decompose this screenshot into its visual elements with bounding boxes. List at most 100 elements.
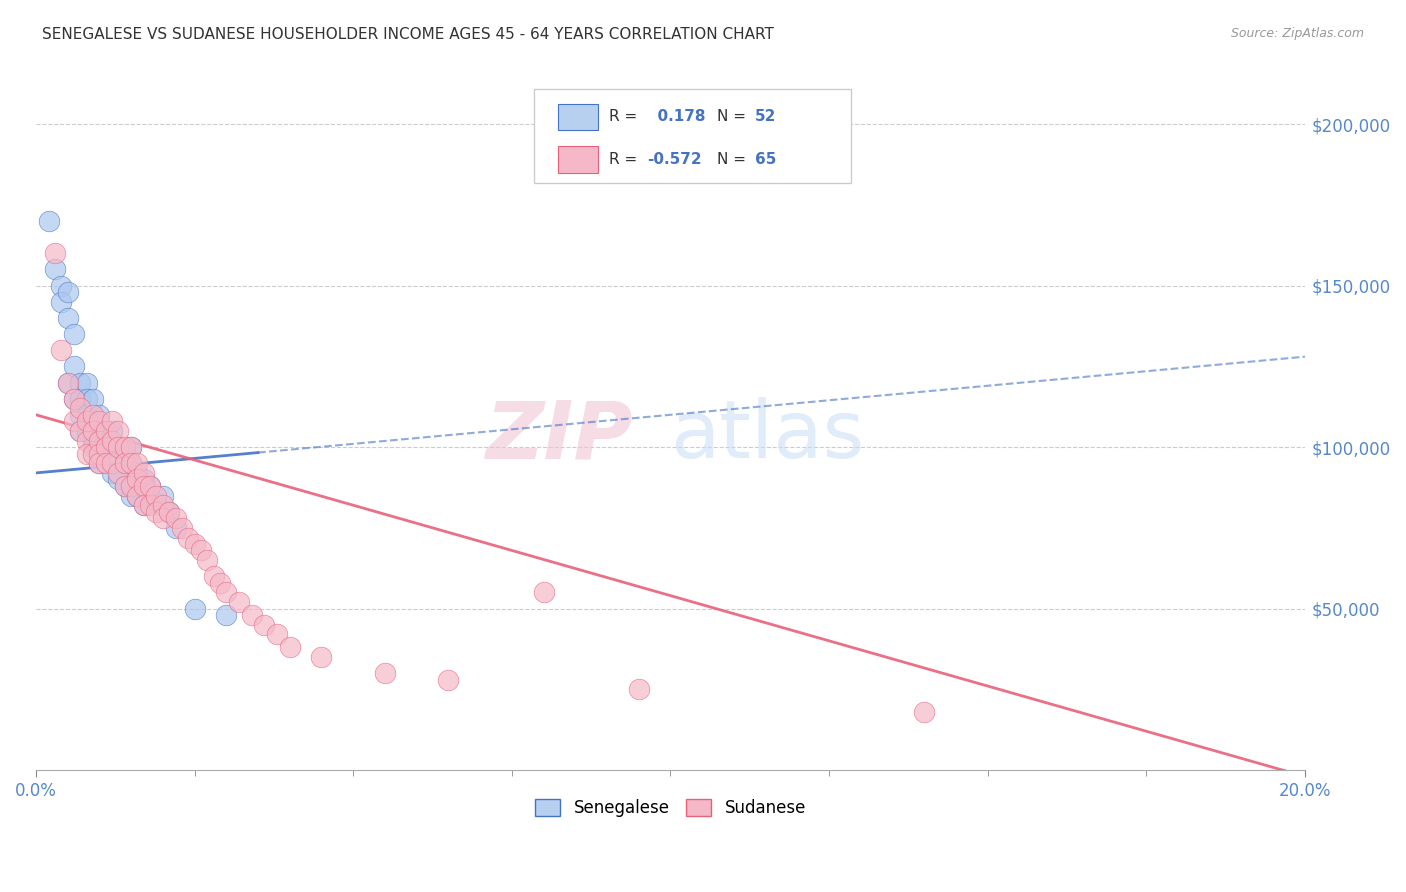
Point (101, 456, 124, 470)
Point (215, 585, 238, 599)
Point (374, 666, 396, 681)
Point (114, 479, 136, 493)
Point (215, 607, 238, 622)
Text: 65: 65 (755, 152, 776, 167)
Point (56, 376, 79, 390)
Point (82, 414, 104, 428)
Point (266, 627, 288, 641)
Point (253, 617, 276, 632)
Point (56, 376, 79, 390)
Point (82, 424, 104, 438)
Point (127, 466, 149, 480)
Point (89, 408, 111, 422)
Point (127, 489, 149, 503)
Point (56, 285, 79, 299)
Point (311, 650, 333, 665)
Text: N =: N = (717, 110, 747, 125)
Point (627, 682, 650, 697)
Point (89, 440, 111, 454)
Point (120, 440, 142, 454)
Point (94, 440, 117, 454)
Point (69, 392, 91, 406)
Point (94, 456, 117, 470)
Point (89, 446, 111, 460)
Point (76, 446, 98, 460)
Point (533, 585, 555, 599)
Point (69, 376, 91, 390)
Point (145, 495, 167, 509)
Point (82, 408, 104, 422)
Point (51, 294, 73, 309)
Text: Source: ZipAtlas.com: Source: ZipAtlas.com (1230, 27, 1364, 40)
Point (152, 489, 174, 503)
Point (195, 553, 218, 567)
Point (120, 479, 142, 493)
Point (114, 456, 136, 470)
Point (101, 440, 124, 454)
Point (89, 414, 111, 428)
Point (139, 479, 162, 493)
Point (51, 278, 73, 293)
Point (107, 472, 129, 486)
Point (69, 424, 91, 438)
Point (190, 543, 212, 558)
Point (114, 479, 136, 493)
Point (89, 456, 111, 470)
Point (82, 440, 104, 454)
Point (165, 521, 187, 535)
Text: R =: R = (609, 110, 637, 125)
Point (107, 440, 129, 454)
Point (107, 440, 129, 454)
Point (89, 434, 111, 448)
Point (202, 569, 225, 583)
Point (120, 456, 142, 470)
Point (107, 424, 129, 438)
Point (44, 246, 66, 260)
Point (76, 414, 98, 428)
Point (76, 424, 98, 438)
Point (132, 498, 155, 512)
Point (94, 424, 117, 438)
Point (208, 575, 231, 590)
Point (101, 434, 124, 448)
Point (38, 214, 60, 228)
Legend: Senegalese, Sudanese: Senegalese, Sudanese (527, 791, 814, 826)
Text: R =: R = (609, 152, 637, 167)
Point (101, 414, 124, 428)
Point (132, 498, 155, 512)
Point (139, 479, 162, 493)
Point (82, 434, 104, 448)
Point (127, 456, 149, 470)
Point (69, 424, 91, 438)
Text: -0.572: -0.572 (647, 152, 702, 167)
Point (183, 537, 205, 551)
Point (912, 705, 935, 719)
Point (63, 327, 86, 342)
Point (76, 392, 98, 406)
Point (114, 456, 136, 470)
Point (114, 440, 136, 454)
Point (240, 607, 263, 622)
Point (177, 531, 200, 545)
Point (132, 472, 155, 486)
Point (127, 489, 149, 503)
Point (145, 505, 167, 519)
Point (82, 446, 104, 460)
Point (44, 262, 66, 277)
Point (120, 440, 142, 454)
Point (170, 521, 193, 535)
Text: SENEGALESE VS SUDANESE HOUSEHOLDER INCOME AGES 45 - 64 YEARS CORRELATION CHART: SENEGALESE VS SUDANESE HOUSEHOLDER INCOM… (42, 27, 775, 42)
Point (63, 414, 86, 428)
Point (107, 466, 129, 480)
Point (132, 466, 155, 480)
Point (152, 511, 174, 525)
Point (63, 392, 86, 406)
Point (139, 498, 162, 512)
Point (89, 456, 111, 470)
Point (107, 450, 129, 464)
Point (152, 498, 174, 512)
Point (89, 424, 111, 438)
Point (69, 408, 91, 422)
Point (157, 505, 180, 519)
Point (101, 466, 124, 480)
